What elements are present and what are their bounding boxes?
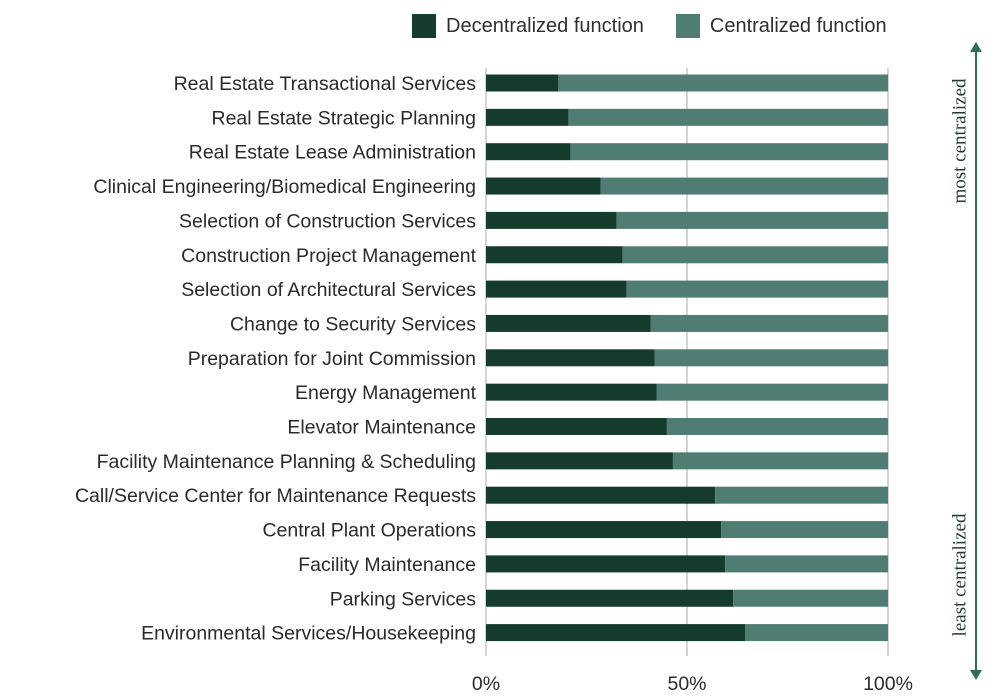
category-label: Facility Maintenance <box>298 554 476 576</box>
legend-swatch-decentralized <box>412 14 436 38</box>
category-label: Facility Maintenance Planning & Scheduli… <box>97 451 476 473</box>
legend-item-centralized: Centralized function <box>675 14 887 38</box>
bar-decentralized <box>486 108 569 126</box>
bar-decentralized <box>486 246 623 264</box>
bar-decentralized <box>486 74 559 92</box>
bar-decentralized <box>486 280 627 298</box>
category-label: Environmental Services/Housekeeping <box>141 623 476 645</box>
x-tick-label: 0% <box>472 673 500 695</box>
bar-decentralized <box>486 418 667 435</box>
x-tick-label: 50% <box>667 673 706 695</box>
bar-centralized <box>616 211 888 229</box>
category-label: Preparation for Joint Commission <box>188 348 476 370</box>
bar-centralized <box>622 246 888 264</box>
category-label: Real Estate Lease Administration <box>189 142 476 164</box>
bar-decentralized <box>486 177 601 195</box>
bar-centralized <box>745 624 888 642</box>
legend-label-decentralized: Decentralized function <box>446 14 644 37</box>
category-label: Change to Security Services <box>230 313 476 335</box>
bar-centralized <box>672 452 888 470</box>
bar-decentralized <box>486 143 571 161</box>
category-label: Clinical Engineering/Biomedical Engineer… <box>93 176 476 198</box>
bar-centralized <box>721 521 888 539</box>
bar-decentralized <box>486 314 651 332</box>
bar-centralized <box>733 589 888 607</box>
bar-centralized <box>725 555 888 573</box>
category-label: Central Plant Operations <box>262 520 476 542</box>
bar-decentralized <box>486 555 726 573</box>
bar-centralized <box>568 108 888 126</box>
bar-decentralized <box>486 486 716 504</box>
category-label: Real Estate Transactional Services <box>174 73 477 95</box>
bar-decentralized <box>486 589 734 607</box>
bar-centralized <box>600 177 888 195</box>
bar-decentralized <box>486 211 617 229</box>
legend-label-centralized: Centralized function <box>709 14 887 37</box>
arrow-up-icon <box>970 42 982 52</box>
category-label: Real Estate Strategic Planning <box>212 107 477 129</box>
arrow-down-icon <box>970 670 982 680</box>
bar-centralized <box>570 143 888 161</box>
bar-centralized <box>666 418 888 435</box>
category-label: Elevator Maintenance <box>287 417 476 439</box>
bar-centralized <box>650 314 888 332</box>
bar-decentralized <box>486 383 657 401</box>
category-label: Selection of Construction Services <box>179 210 476 232</box>
x-tick-label: 100% <box>863 673 913 695</box>
bar-centralized <box>654 349 888 367</box>
bar-decentralized <box>486 452 673 470</box>
bar-decentralized <box>486 624 746 642</box>
category-label: Parking Services <box>330 588 477 610</box>
category-label: Selection of Architectural Services <box>181 279 476 301</box>
bar-centralized <box>656 383 888 401</box>
bar-centralized <box>558 74 888 92</box>
bar-centralized <box>626 280 888 298</box>
legend: Decentralized function Centralized funct… <box>412 14 907 38</box>
annotation-least-centralized: least centralized <box>948 513 970 637</box>
bar-decentralized <box>486 349 655 367</box>
legend-swatch-centralized <box>675 14 700 38</box>
category-label: Call/Service Center for Maintenance Requ… <box>75 485 476 507</box>
legend-item-decentralized: Decentralized function <box>412 14 644 38</box>
bar-centralized <box>715 486 888 504</box>
category-label: Construction Project Management <box>181 245 476 267</box>
annotation-most-centralized: most centralized <box>949 78 971 204</box>
bar-decentralized <box>486 521 722 539</box>
category-label: Energy Management <box>295 382 477 404</box>
